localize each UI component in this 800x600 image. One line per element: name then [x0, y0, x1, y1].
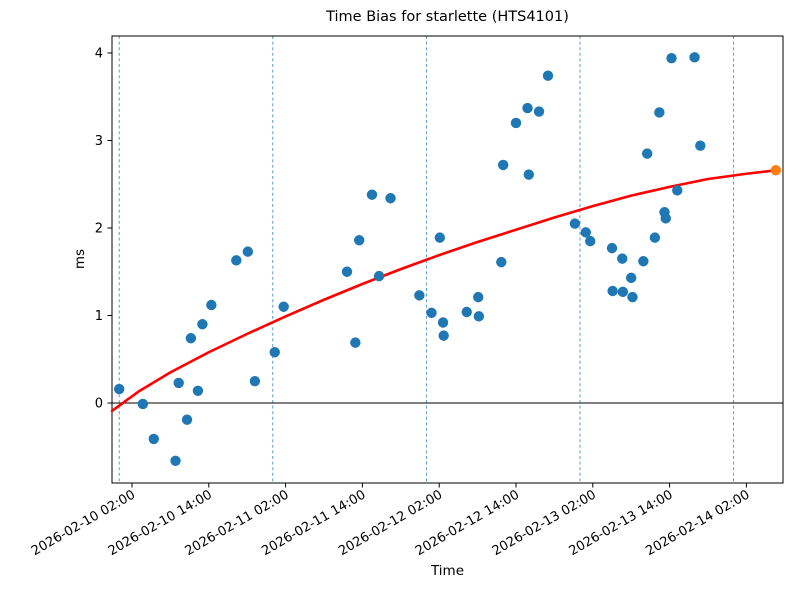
data-point	[522, 102, 533, 114]
data-point	[510, 117, 522, 129]
y-tick-label: 2	[95, 221, 103, 236]
data-point	[385, 193, 396, 204]
data-point	[606, 242, 618, 254]
data-point	[269, 347, 280, 358]
data-point	[638, 256, 649, 267]
data-point	[569, 218, 581, 229]
data-point	[695, 140, 706, 151]
plot-border	[111, 35, 784, 484]
data-point	[350, 337, 361, 348]
data-point	[373, 270, 385, 282]
data-point	[654, 107, 665, 118]
data-point	[113, 383, 125, 395]
data-point	[148, 433, 159, 445]
data-point	[625, 272, 637, 284]
data-point	[206, 299, 217, 311]
data-point	[426, 307, 437, 319]
data-point	[181, 414, 193, 425]
x-axis-label: Time	[430, 563, 465, 579]
prediction-point	[770, 165, 782, 176]
data-point	[533, 106, 545, 117]
data-point	[185, 333, 197, 344]
data-point	[473, 291, 484, 303]
y-tick-label: 4	[95, 46, 103, 61]
data-point	[617, 253, 628, 264]
y-tick-label: 0	[95, 397, 103, 412]
data-point	[242, 246, 254, 257]
data-point	[437, 317, 449, 328]
data-point	[672, 185, 683, 196]
data-point	[627, 291, 638, 303]
data-point	[197, 319, 208, 330]
data-point	[366, 189, 378, 200]
data-point	[580, 227, 591, 238]
data-point	[666, 53, 677, 64]
data-point	[473, 311, 485, 322]
data-point	[341, 266, 353, 277]
y-axis-label: ms	[72, 248, 88, 270]
data-point	[434, 232, 446, 243]
data-point	[496, 256, 507, 268]
chart-title: Time Bias for starlette (HTS4101)	[326, 9, 569, 25]
data-point	[523, 169, 534, 180]
data-point	[497, 159, 509, 171]
data-point	[137, 398, 149, 410]
data-point	[660, 213, 671, 224]
data-point	[414, 290, 425, 301]
data-point	[249, 375, 261, 387]
data-point	[585, 235, 596, 247]
data-point	[649, 232, 661, 243]
data-point	[173, 377, 184, 389]
data-point	[461, 306, 472, 318]
data-point	[278, 301, 289, 312]
data-point	[353, 235, 365, 246]
data-point	[689, 52, 700, 63]
data-point	[231, 255, 242, 266]
trend-fit-curve	[110, 168, 778, 413]
data-point	[617, 286, 629, 298]
data-point	[170, 455, 181, 466]
data-point	[192, 385, 204, 396]
y-tick-label: 1	[95, 309, 103, 324]
data-point	[438, 330, 449, 341]
data-point	[542, 70, 554, 81]
data-point	[641, 148, 653, 159]
y-tick-label: 3	[95, 134, 103, 149]
data-point	[607, 285, 618, 297]
